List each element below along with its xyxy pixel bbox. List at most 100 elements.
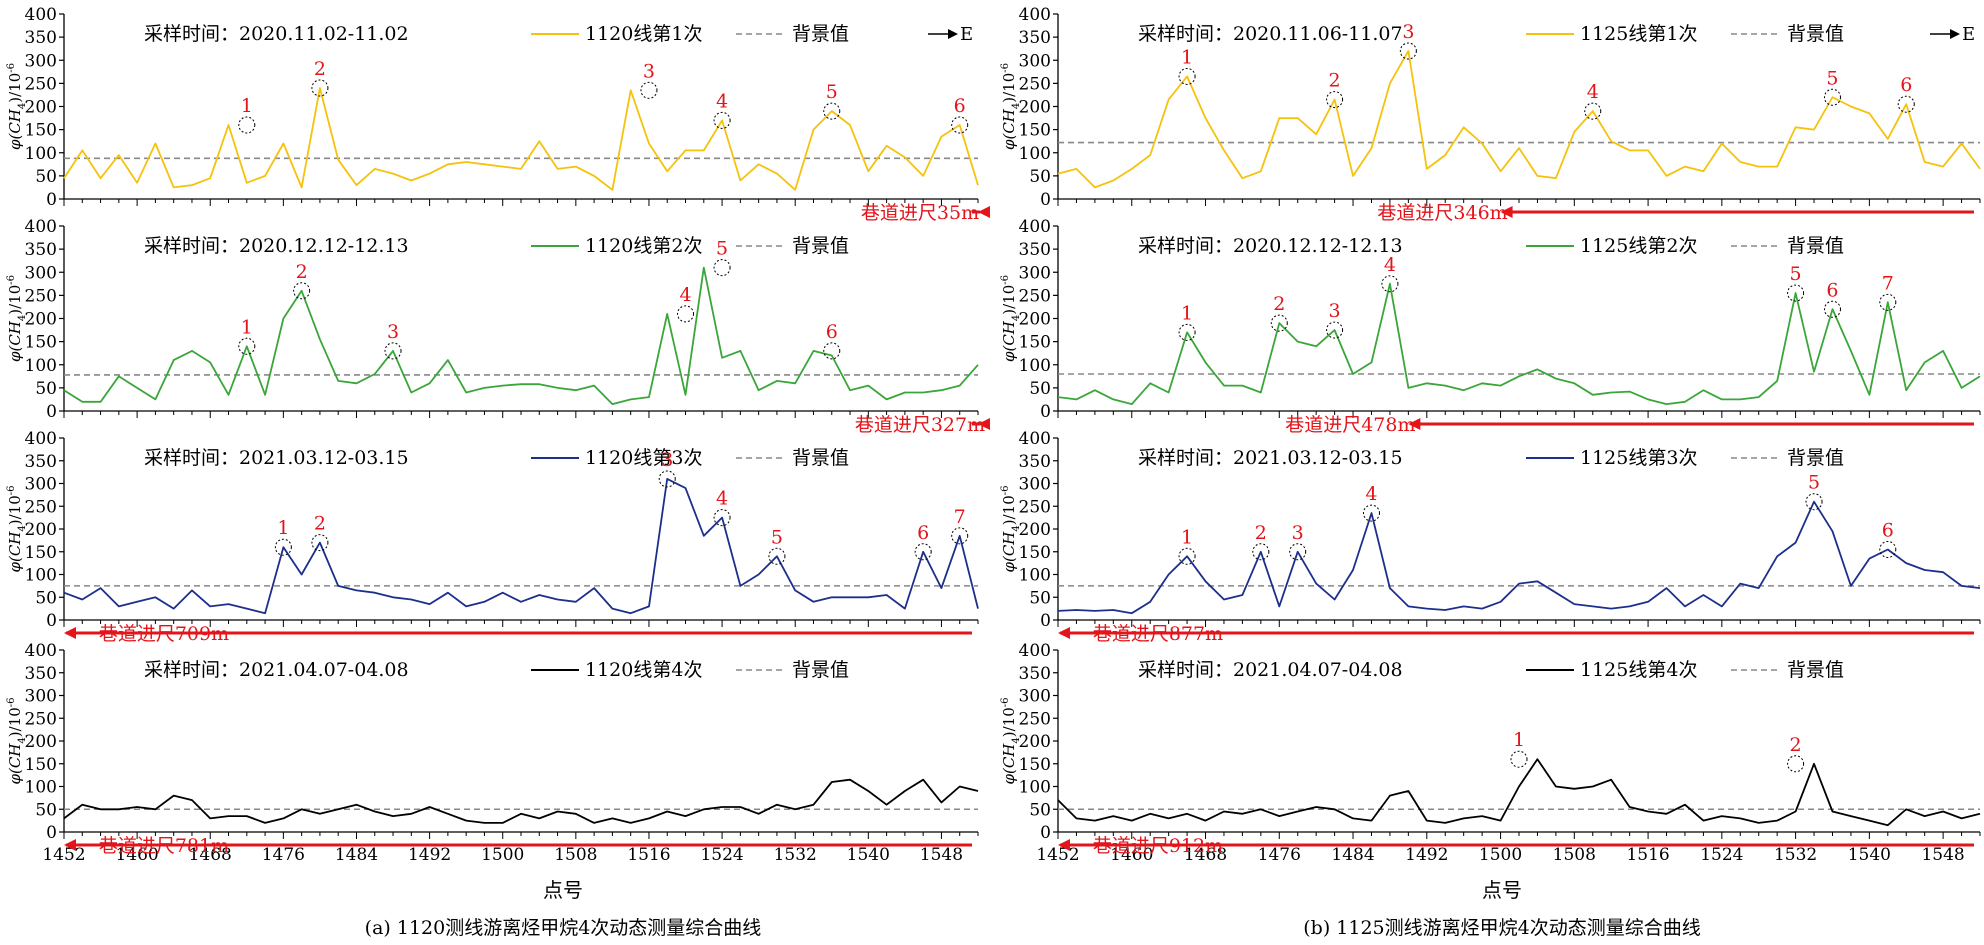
y-tick-label: 300	[1019, 51, 1051, 71]
x-tick-label: 1532	[774, 845, 817, 865]
x-tick-label: 1492	[1405, 845, 1448, 865]
peak-label: 6	[954, 95, 966, 117]
x-tick-label: 1492	[408, 845, 451, 865]
y-tick-label: 350	[1019, 452, 1051, 472]
peak-circle	[1510, 750, 1528, 768]
y-tick-label: 0	[46, 823, 57, 843]
y-tick-label: 0	[1040, 190, 1051, 210]
east-label: E	[1962, 24, 1975, 45]
peak-circle	[713, 509, 731, 527]
x-tick-label: 1468	[1184, 845, 1227, 865]
peak-label: 2	[1255, 522, 1267, 544]
peak-label: 3	[1329, 300, 1341, 322]
y-axis-label-part: -6	[1000, 275, 1011, 285]
y-axis-label: φ(CH4)/10-6	[6, 485, 28, 572]
y-tick-label: 200	[1019, 98, 1051, 118]
y-tick-label: 400	[25, 5, 57, 25]
series-line	[63, 266, 979, 406]
y-tick-label: 50	[35, 167, 57, 187]
peak-label: 4	[1365, 483, 1377, 505]
x-tick-label: 1516	[1626, 845, 1669, 865]
legend-series-label: 1125线第4次	[1580, 659, 1697, 681]
y-tick-label: 150	[1019, 543, 1051, 563]
y-axis-label-part: φ(CH	[6, 108, 24, 150]
legend-series-label: 1120线第2次	[585, 235, 702, 257]
series-line	[63, 477, 979, 615]
y-tick-label: 300	[25, 687, 57, 707]
peak-circle	[1270, 314, 1288, 332]
advance-label: 巷道进尺709m	[99, 623, 229, 645]
legend-background-label: 背景值	[1787, 447, 1844, 469]
peak-label: 1	[1181, 46, 1193, 68]
peak-circle	[1584, 102, 1602, 120]
series-line	[1057, 758, 1981, 827]
y-tick-label: 200	[25, 310, 57, 330]
y-axis-label-part: 4	[1011, 525, 1022, 531]
advance-arrow-head	[64, 627, 76, 639]
sampling-time-text: 采样时间：2021.03.12-03.15	[1138, 447, 1403, 469]
legend-series-label: 1120线第3次	[585, 447, 702, 469]
peak-label: 1	[1513, 729, 1525, 751]
peak-circle	[238, 337, 256, 355]
y-tick-label: 50	[35, 588, 57, 608]
advance-arrow-head	[1058, 839, 1070, 851]
legend-background-label: 背景值	[1787, 23, 1844, 45]
y-axis-label-part: )/10	[6, 495, 24, 525]
y-tick-label: 50	[1029, 379, 1051, 399]
advance-label: 巷道进尺346m	[1377, 202, 1507, 224]
y-tick-label: 350	[1019, 664, 1051, 684]
y-tick-label: 100	[1019, 566, 1051, 586]
y-tick-label: 300	[25, 475, 57, 495]
y-axis-label-part: 4	[17, 525, 28, 531]
y-axis-label-part: -6	[6, 697, 17, 707]
sampling-time-text: 采样时间：2020.12.12-12.13	[144, 235, 409, 257]
advance-label: 巷道进尺912m	[1093, 835, 1223, 857]
east-arrow-head	[1950, 29, 1960, 39]
y-tick-label: 150	[1019, 121, 1051, 141]
peak-label: 1	[277, 517, 289, 539]
x-tick-label: 1500	[481, 845, 524, 865]
y-tick-label: 200	[1019, 310, 1051, 330]
y-axis-label-part: )/10	[1000, 285, 1018, 315]
x-tick-label: 1452	[1036, 845, 1079, 865]
sampling-time-text: 采样时间：2020.12.12-12.13	[1138, 235, 1403, 257]
peak-circle	[1823, 88, 1841, 106]
x-tick-label: 1476	[1258, 845, 1301, 865]
legend-series-label: 1125线第3次	[1580, 447, 1697, 469]
y-axis-label-part: -6	[6, 63, 17, 73]
y-tick-label: 300	[25, 263, 57, 283]
y-axis-label-part: φ(CH	[1000, 743, 1018, 785]
y-axis-label-part: φ(CH	[6, 320, 24, 362]
y-tick-label: 0	[1040, 823, 1051, 843]
sampling-time-text: 采样时间：2020.11.06-11.07	[1138, 23, 1403, 45]
peak-label: 5	[716, 238, 728, 260]
peak-circle	[238, 116, 256, 134]
peak-circle	[1178, 547, 1196, 565]
advance-arrow-head	[1058, 627, 1070, 639]
y-tick-label: 350	[25, 28, 57, 48]
x-tick-label: 1452	[42, 845, 85, 865]
y-tick-label: 400	[25, 217, 57, 237]
peak-circle	[311, 534, 329, 552]
peak-label: 1	[1181, 526, 1193, 548]
y-tick-label: 100	[25, 144, 57, 164]
y-tick-label: 100	[25, 356, 57, 376]
y-tick-label: 350	[25, 664, 57, 684]
y-tick-label: 400	[1019, 641, 1051, 661]
y-tick-label: 200	[25, 98, 57, 118]
y-axis-label-part: φ(CH	[6, 743, 24, 785]
y-tick-label: 200	[25, 732, 57, 752]
advance-label: 巷道进尺781m	[99, 835, 229, 857]
peak-label: 6	[826, 321, 838, 343]
peak-circle	[1252, 543, 1270, 561]
advance-label: 巷道进尺35m	[861, 202, 979, 224]
peak-label: 7	[954, 506, 966, 528]
y-axis-label-part: -6	[6, 485, 17, 495]
legend-background-label: 背景值	[792, 23, 849, 45]
y-tick-label: 150	[1019, 333, 1051, 353]
peak-circle	[914, 543, 932, 561]
y-tick-label: 250	[25, 497, 57, 517]
